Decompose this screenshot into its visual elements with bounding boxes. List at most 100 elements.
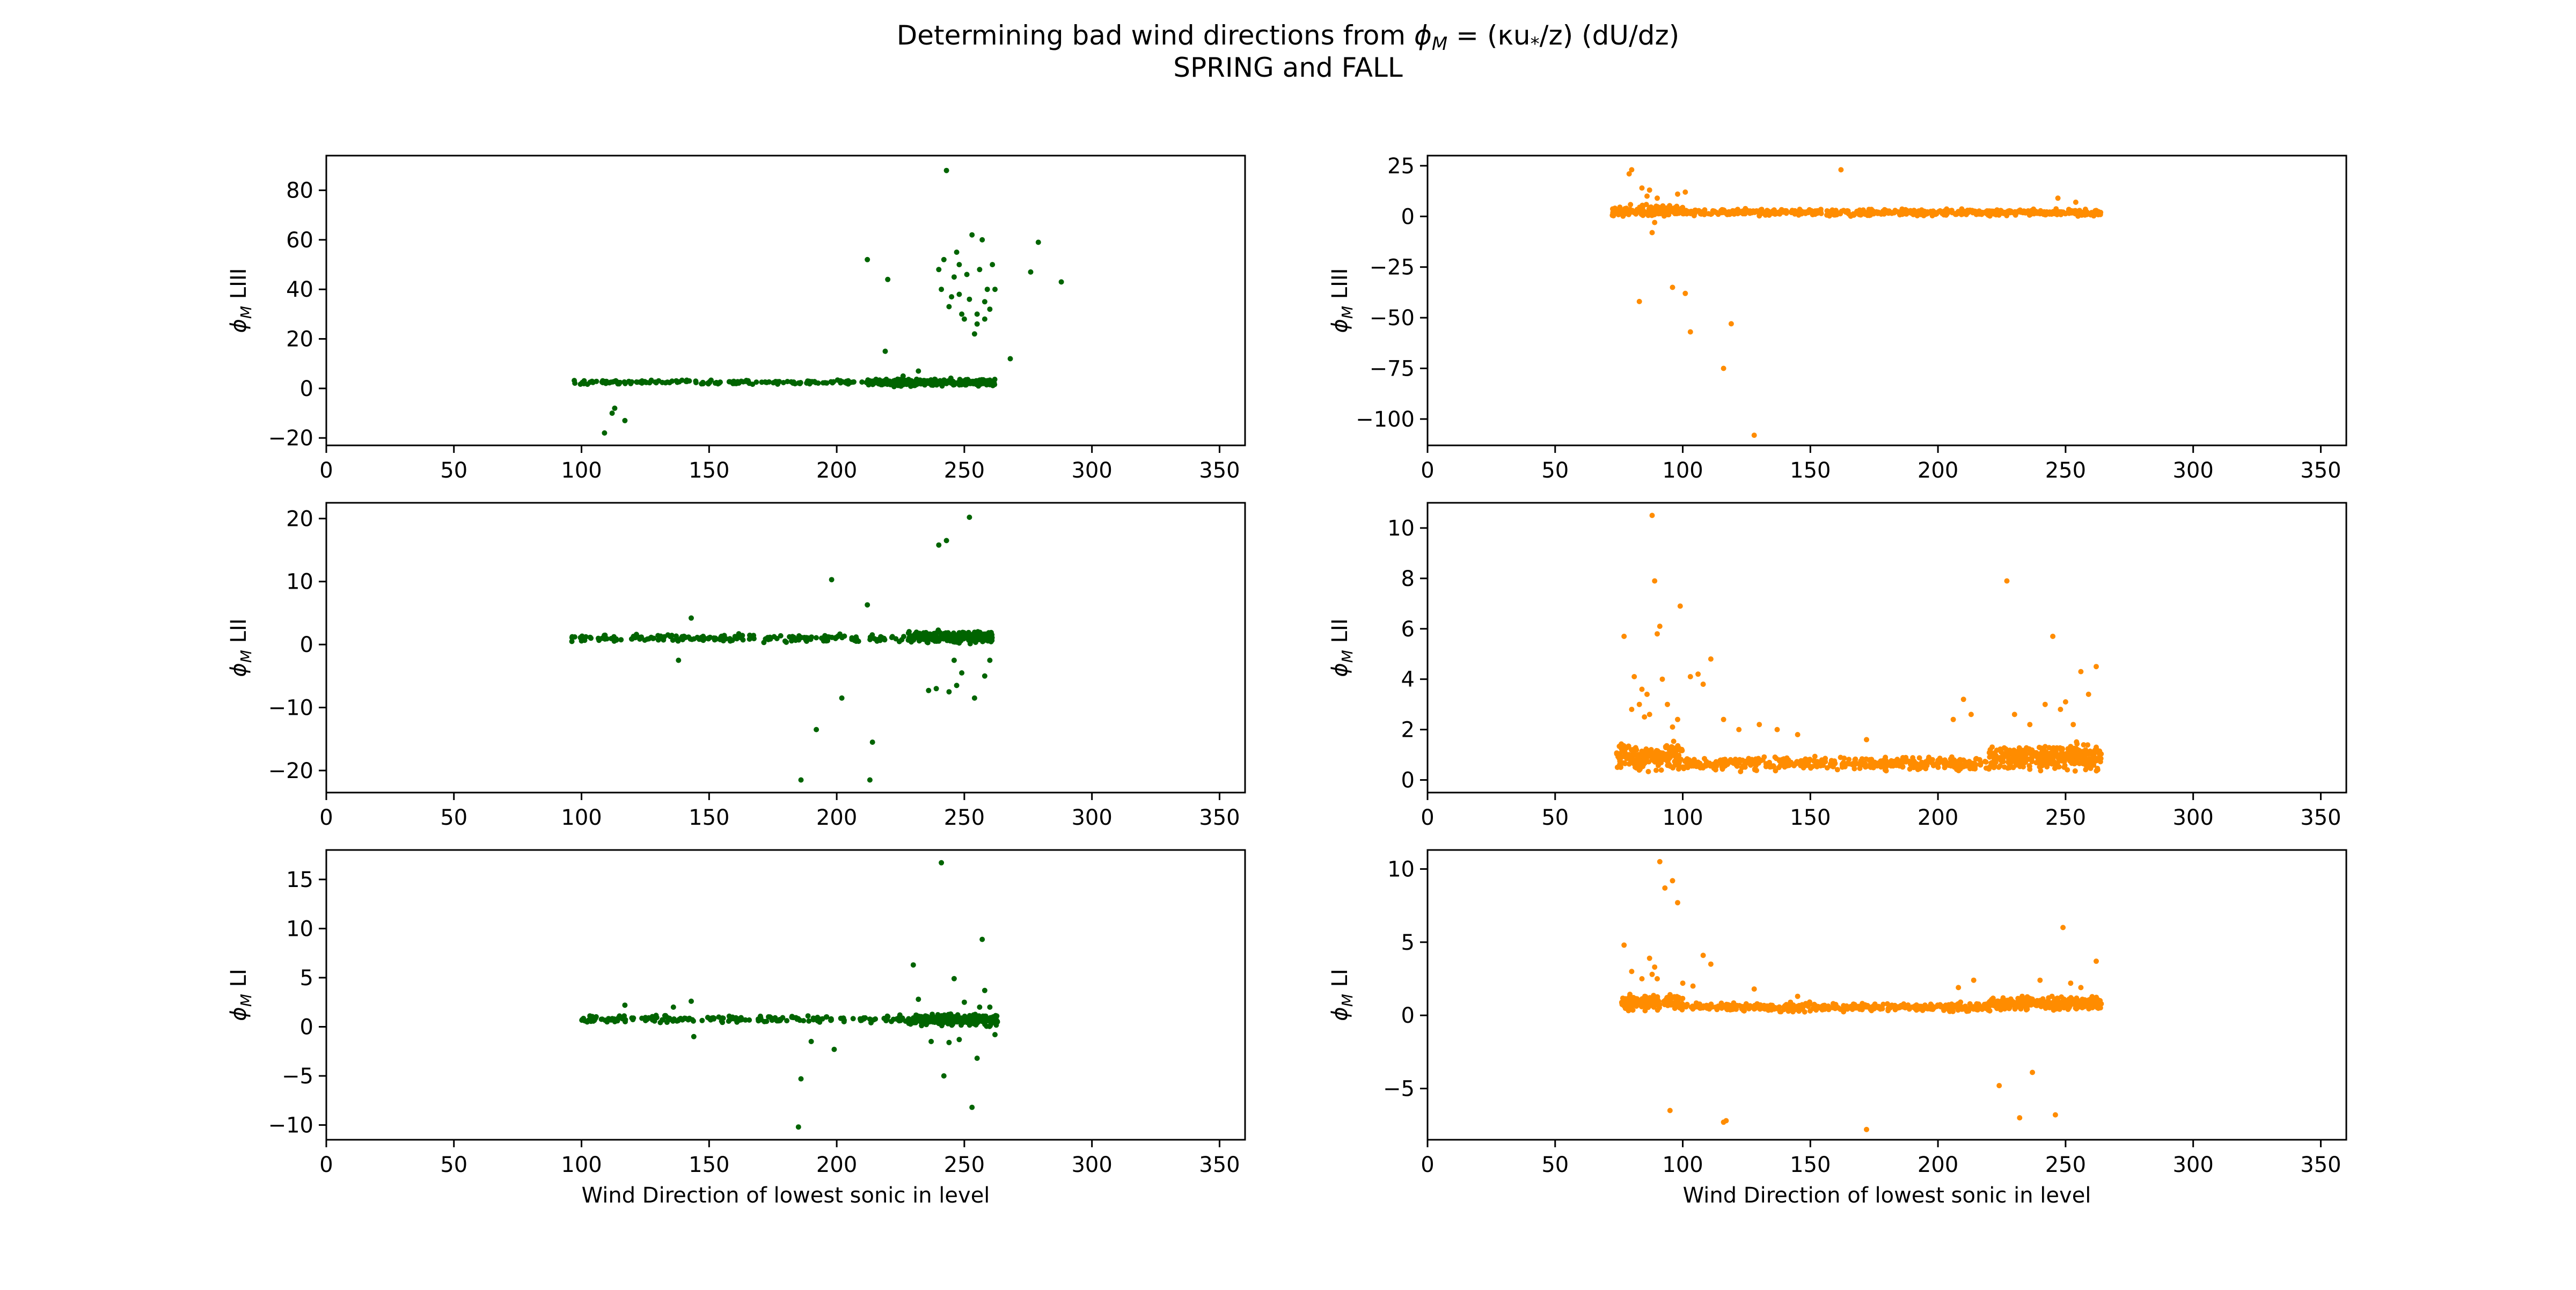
scatter-point xyxy=(882,637,888,643)
scatter-point xyxy=(660,379,665,385)
scatter-point xyxy=(1676,210,1682,216)
scatter-point xyxy=(1977,757,1982,763)
scatter-point xyxy=(1700,209,1706,215)
scatter-point xyxy=(623,380,628,386)
scatter-point xyxy=(664,1020,670,1025)
scatter-point xyxy=(2079,753,2084,759)
scatter-point xyxy=(1684,756,1690,762)
scatter-point xyxy=(1845,760,1851,766)
scatter-point-outlier xyxy=(1631,674,1637,679)
y-axis-label-level: LI xyxy=(226,969,251,994)
scatter-point xyxy=(649,1014,655,1020)
scatter-point-outlier xyxy=(1621,942,1627,948)
scatter-point-outlier xyxy=(982,299,987,305)
plot-frame xyxy=(325,502,1246,794)
scatter-point-outlier xyxy=(969,232,975,238)
scatter-point xyxy=(1660,751,1666,757)
scatter-point-outlier xyxy=(936,542,942,548)
scatter-point-outlier xyxy=(865,256,870,262)
x-tick-label: 250 xyxy=(2045,458,2086,483)
scatter-point-outlier xyxy=(987,1004,993,1010)
scatter-point-outlier xyxy=(1996,1083,2002,1089)
scatter-point xyxy=(938,1013,943,1019)
scatter-point xyxy=(1742,764,1748,770)
scatter-point-outlier xyxy=(691,1034,697,1039)
scatter-point-outlier xyxy=(798,1076,804,1082)
scatter-point-outlier xyxy=(964,272,970,277)
scatter-point xyxy=(939,1023,945,1029)
scatter-point xyxy=(1622,996,1628,1002)
scatter-point xyxy=(1880,208,1886,214)
scatter-point xyxy=(782,638,788,644)
x-tick-label: 100 xyxy=(561,458,602,483)
scatter-point xyxy=(1981,210,1987,216)
scatter-point-outlier xyxy=(946,304,952,310)
scatter-point-outlier xyxy=(2068,980,2074,986)
scatter-point xyxy=(1755,756,1761,761)
scatter-point-outlier xyxy=(885,276,891,282)
scatter-point-outlier xyxy=(1655,631,1660,637)
scatter-point xyxy=(2007,209,2012,215)
scatter-point xyxy=(2042,209,2047,215)
scatter-point-outlier xyxy=(1968,712,1974,717)
scatter-point-outlier xyxy=(1662,885,1668,891)
scatter-point xyxy=(961,1018,967,1023)
scatter-point xyxy=(2001,745,2007,751)
scatter-point xyxy=(935,379,941,385)
y-tick-label: 20 xyxy=(286,327,313,352)
scatter-point-outlier xyxy=(1757,722,1762,728)
x-tick-label: 50 xyxy=(440,458,467,483)
scatter-point xyxy=(1718,210,1724,216)
scatter-point-outlier xyxy=(969,1104,975,1110)
scatter-point-outlier xyxy=(1728,321,1734,327)
scatter-point xyxy=(1898,762,1904,767)
scatter-point xyxy=(1832,758,1838,764)
scatter-point xyxy=(1803,210,1809,216)
scatter-point-outlier xyxy=(689,615,694,621)
scatter-point xyxy=(696,636,702,642)
scatter-point xyxy=(1832,1004,1838,1010)
scatter-point xyxy=(674,633,679,639)
scatter-point xyxy=(586,1017,592,1023)
scatter-point-outlier xyxy=(869,739,875,745)
scatter-point-outlier xyxy=(831,1046,837,1052)
scatter-point xyxy=(2006,1006,2012,1012)
scatter-point xyxy=(1626,211,1631,217)
y-axis-label-symbol: ϕ xyxy=(226,1007,251,1021)
scatter-point xyxy=(2097,748,2103,754)
scatter-point xyxy=(747,632,752,638)
scatter-point xyxy=(932,1020,938,1025)
y-tick-label: −20 xyxy=(268,759,313,783)
scatter-point xyxy=(1637,758,1643,764)
scatter-point xyxy=(1960,764,1966,769)
x-tick-label: 100 xyxy=(1662,1153,1703,1177)
scatter-point-outlier xyxy=(602,430,608,436)
scatter-point xyxy=(777,1017,783,1023)
scatter-point xyxy=(1681,766,1687,772)
scatter-point xyxy=(1934,760,1940,766)
scatter-point-outlier xyxy=(1687,674,1693,679)
scatter-point-outlier xyxy=(2094,958,2099,964)
scatter-point xyxy=(1622,1001,1628,1007)
scatter-point xyxy=(967,1016,973,1022)
scatter-point xyxy=(1789,210,1795,216)
scatter-point-outlier xyxy=(1690,983,1696,989)
scatter-point xyxy=(2010,999,2016,1005)
scatter-point xyxy=(1744,209,1750,215)
scatter-point xyxy=(1731,1000,1737,1006)
scatter-point xyxy=(993,1013,999,1018)
scatter-point xyxy=(1872,762,1878,768)
scatter-point-outlier xyxy=(971,331,977,337)
panel-spring-LII: 0 50 100 150 200 250 300 350 −20 −10 0 10 20 ϕM LII xyxy=(226,502,1246,830)
y-tick-label: −10 xyxy=(268,696,313,721)
y-axis-label-symbol: ϕ xyxy=(1328,1007,1352,1021)
x-tick-label: 150 xyxy=(1790,805,1831,830)
scatter-point xyxy=(713,635,718,641)
scatter-point xyxy=(1860,207,1866,213)
scatter-point xyxy=(855,639,861,644)
scatter-point xyxy=(1619,744,1624,750)
x-tick-label: 200 xyxy=(816,1153,857,1177)
scatter-point xyxy=(1658,767,1664,773)
scatter-point xyxy=(1877,1006,1883,1012)
x-tick-label: 250 xyxy=(2045,1153,2086,1177)
